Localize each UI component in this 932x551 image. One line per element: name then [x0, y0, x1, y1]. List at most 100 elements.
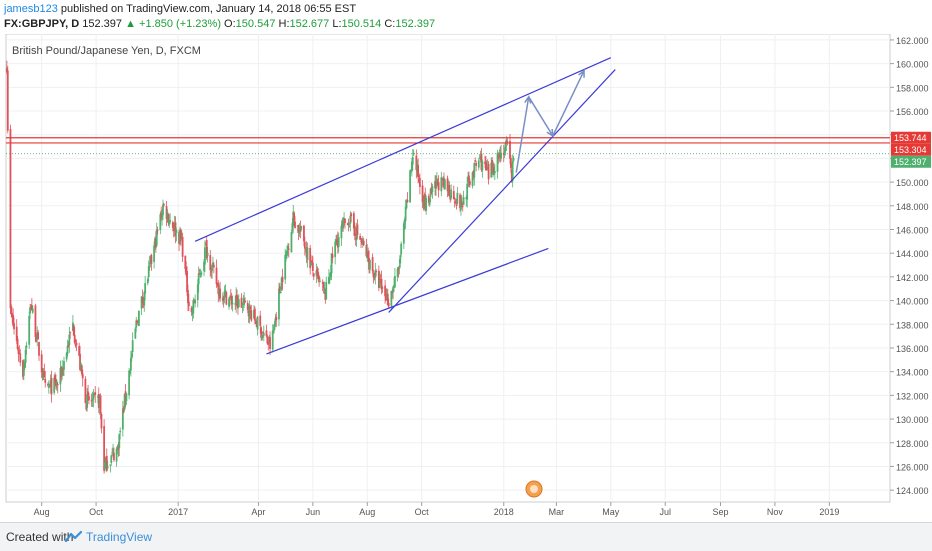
candle-body [148, 262, 151, 265]
candle-body [140, 296, 143, 309]
candle-body [291, 223, 294, 232]
candle-body [210, 271, 213, 273]
candle-body [198, 273, 201, 275]
candle-body [192, 300, 195, 314]
candle-body [437, 182, 440, 191]
candle-body [446, 178, 449, 192]
author-link[interactable]: jamesb123 [4, 3, 58, 15]
candle-body [230, 296, 233, 305]
candle-body [381, 287, 384, 289]
candle-body [491, 159, 494, 174]
candle-body [92, 393, 95, 400]
candle-body [319, 280, 321, 282]
candle-body [303, 225, 305, 242]
candle-body [371, 257, 374, 272]
candle-body [384, 285, 387, 297]
candle-body [38, 341, 40, 356]
projection-arrow-line[interactable] [515, 96, 530, 173]
candle-body [344, 218, 346, 224]
candle-body [299, 228, 302, 232]
candle-body [387, 302, 390, 307]
candle-body [375, 271, 378, 273]
projection-arrow-line[interactable] [528, 96, 554, 137]
candle-body [349, 215, 352, 224]
candle-body [31, 308, 34, 313]
event-icon[interactable] [525, 480, 543, 498]
projection-arrows[interactable] [515, 69, 585, 173]
inner-support-line[interactable] [388, 69, 616, 313]
x-tick-label: Jul [659, 507, 671, 517]
candle-body [187, 290, 189, 304]
candle-body [286, 250, 288, 254]
candle-body [337, 237, 340, 247]
open-value: 150.547 [235, 18, 276, 30]
candle-body [147, 266, 150, 277]
candle-body [125, 393, 128, 402]
projection-arrow-line[interactable] [552, 70, 585, 137]
candle-body [500, 152, 502, 159]
candle-body [481, 160, 484, 171]
candle-body [111, 452, 114, 454]
candle-body [419, 178, 421, 187]
candle-body [156, 229, 159, 231]
candle-body [335, 239, 337, 245]
candle-body [306, 247, 309, 261]
price-axis[interactable]: 124.000 126.000 128.000 130.000 132.000 134.0… [890, 36, 929, 496]
price-chart[interactable]: British Pound/Japanese Yen, D, FXCM 124.… [0, 33, 932, 520]
candle-body [115, 448, 118, 462]
close-value: 152.397 [395, 18, 436, 30]
y-tick-label: 130.000 [896, 415, 929, 425]
candle-body [504, 142, 507, 150]
price-labels: 153.744 153.304 152.397 [891, 131, 931, 168]
candle-body [228, 297, 231, 301]
candle-body [331, 254, 334, 259]
candle-body [398, 265, 401, 269]
candle-body [250, 310, 253, 321]
candle-body [104, 462, 106, 469]
time-axis[interactable]: Aug Oct 2017 Apr Jun Aug Oct 2018 Mar May Jul Sep No… [34, 502, 840, 517]
candle-body [109, 464, 112, 466]
candle-body [44, 379, 47, 383]
candle-body [309, 247, 312, 269]
resistance-lines[interactable] [6, 137, 890, 155]
y-tick-label: 160.000 [896, 60, 929, 70]
y-tick-label: 134.000 [896, 368, 929, 378]
candle-body [374, 270, 377, 278]
y-tick-label: 124.000 [896, 486, 929, 496]
candle-body [254, 321, 257, 325]
candle-body [340, 226, 343, 239]
candle-body [431, 186, 434, 193]
change-value: +1.850 (+1.23%) [139, 18, 221, 30]
trendline-group[interactable] [194, 57, 616, 355]
tradingview-brand-link[interactable]: TradingView [86, 530, 153, 544]
candle-body [300, 226, 303, 230]
candle-body [380, 278, 383, 290]
candle-body [103, 426, 106, 471]
candle-body [425, 197, 428, 211]
upper-channel-line[interactable] [194, 57, 612, 242]
candle-body [23, 361, 26, 368]
candle-body [205, 239, 208, 258]
candle-body [130, 353, 133, 357]
candle-body [35, 337, 38, 342]
candle-body [440, 177, 443, 192]
lower-channel-line[interactable] [266, 247, 549, 355]
chart-area[interactable]: British Pound/Japanese Yen, D, FXCM 124.… [0, 33, 932, 520]
candle-body [181, 236, 184, 257]
candle-body [155, 229, 158, 246]
candle-body [353, 225, 356, 237]
candle-body [461, 205, 464, 207]
y-tick-label: 132.000 [896, 391, 929, 401]
candle-body [186, 271, 188, 293]
candle-body [112, 450, 114, 452]
candle-body [212, 264, 215, 268]
candle-body [43, 371, 46, 378]
candle-body [312, 273, 315, 277]
candle-body [456, 192, 459, 204]
candle-body [240, 297, 243, 308]
candle-body [136, 320, 139, 323]
candle-body [246, 303, 249, 310]
candle-body [325, 281, 328, 300]
candle-body [400, 243, 403, 255]
x-tick-label: 2017 [168, 507, 188, 517]
